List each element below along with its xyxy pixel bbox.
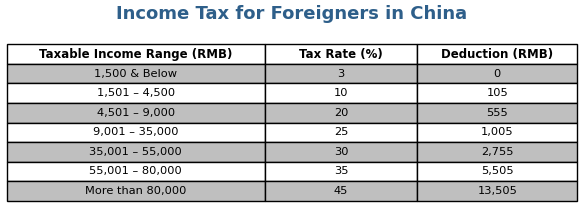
Bar [265,83,418,103]
Bar [7,83,265,103]
Text: Tax Rate (%): Tax Rate (%) [299,48,383,61]
Bar [418,83,577,103]
Text: 35: 35 [334,166,348,177]
Text: 45: 45 [334,186,348,196]
Bar [265,123,418,142]
Text: 25: 25 [334,127,348,137]
Bar [265,162,418,181]
Bar [418,162,577,181]
Bar [418,142,577,162]
Text: Income Tax for Foreigners in China: Income Tax for Foreigners in China [116,5,468,23]
Bar [7,142,265,162]
Bar [265,181,418,201]
Text: 2,755: 2,755 [481,147,513,157]
Text: Deduction (RMB): Deduction (RMB) [441,48,553,61]
Bar [7,123,265,142]
Text: 9,001 – 35,000: 9,001 – 35,000 [93,127,179,137]
Text: 35,001 – 55,000: 35,001 – 55,000 [89,147,182,157]
Bar [418,44,577,64]
Bar [7,44,265,64]
Bar [265,142,418,162]
Text: 20: 20 [334,108,348,118]
Text: 0: 0 [493,69,501,79]
Bar [265,103,418,123]
Bar [418,181,577,201]
Bar [7,103,265,123]
Bar [265,64,418,83]
Text: More than 80,000: More than 80,000 [85,186,186,196]
Text: 105: 105 [486,88,508,98]
Bar [418,64,577,83]
Text: 5,505: 5,505 [481,166,513,177]
Bar [418,123,577,142]
Bar [7,162,265,181]
Text: 555: 555 [486,108,508,118]
Text: 30: 30 [334,147,348,157]
Bar [418,103,577,123]
Text: 4,501 – 9,000: 4,501 – 9,000 [97,108,175,118]
Text: 1,501 – 4,500: 1,501 – 4,500 [97,88,175,98]
Text: Taxable Income Range (RMB): Taxable Income Range (RMB) [39,48,232,61]
Text: 13,505: 13,505 [477,186,517,196]
Bar [265,44,418,64]
Text: 55,001 – 80,000: 55,001 – 80,000 [89,166,182,177]
Text: 10: 10 [334,88,348,98]
Text: 1,500 & Below: 1,500 & Below [95,69,178,79]
Text: 3: 3 [338,69,345,79]
Bar [7,181,265,201]
Bar [7,64,265,83]
Text: 1,005: 1,005 [481,127,513,137]
